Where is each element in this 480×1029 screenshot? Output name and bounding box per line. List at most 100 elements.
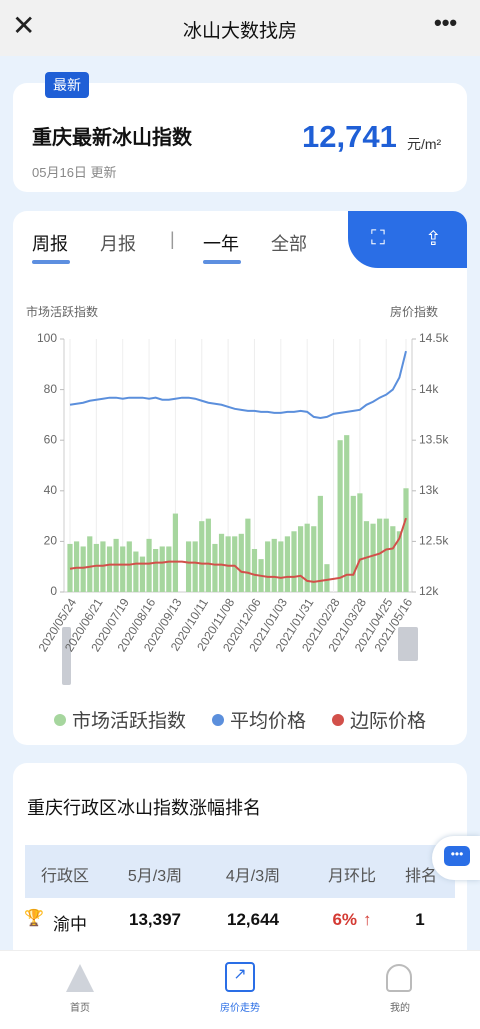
up-arrow: ↑ bbox=[363, 910, 372, 929]
bar bbox=[232, 536, 238, 592]
bar bbox=[344, 435, 350, 592]
y-tick-label: 40 bbox=[44, 483, 58, 497]
bar bbox=[218, 533, 225, 592]
y-tick-label: 0 bbox=[50, 584, 57, 598]
bar bbox=[403, 488, 409, 592]
y2-tick-label: 14.5k bbox=[419, 331, 449, 345]
nav-item[interactable]: 我的 bbox=[390, 1003, 410, 1014]
bar bbox=[324, 564, 330, 592]
table-cell: 12,644 bbox=[227, 910, 279, 929]
bar bbox=[350, 495, 356, 592]
bar bbox=[337, 440, 343, 592]
trend-icon: ↗ bbox=[225, 962, 255, 992]
table-cell: 1 bbox=[415, 910, 425, 929]
bar bbox=[93, 543, 99, 592]
column-header: 5月/3周 bbox=[127, 868, 183, 885]
bar bbox=[265, 541, 271, 592]
bar bbox=[245, 518, 251, 592]
table-cell: 13,397 bbox=[129, 910, 181, 929]
nav-item[interactable]: 首页 bbox=[70, 1003, 90, 1014]
tab[interactable]: 周报 bbox=[32, 234, 68, 254]
bar bbox=[212, 543, 218, 592]
chart-card bbox=[13, 211, 467, 745]
range-handle[interactable] bbox=[398, 627, 418, 661]
tab-indicator bbox=[32, 260, 70, 264]
tab[interactable]: 全部 bbox=[271, 234, 307, 254]
bar bbox=[192, 541, 198, 592]
bar bbox=[311, 526, 317, 592]
bar bbox=[225, 536, 231, 592]
y2-tick-label: 13k bbox=[419, 483, 439, 497]
column-header: 月环比 bbox=[327, 868, 376, 885]
badge: 最新 bbox=[45, 72, 89, 98]
legend-dot bbox=[332, 713, 344, 726]
bar bbox=[199, 521, 205, 592]
bar bbox=[159, 546, 165, 592]
y-axis-title: 市场活跃指数 bbox=[26, 304, 98, 319]
y2-tick-label: 12k bbox=[419, 584, 439, 598]
chat-button[interactable]: ••• bbox=[432, 836, 480, 880]
bar bbox=[383, 518, 389, 592]
bar bbox=[172, 513, 179, 592]
line bbox=[69, 350, 407, 419]
legend-item[interactable]: 市场活跃指数 bbox=[53, 706, 186, 733]
legend-dot bbox=[53, 713, 66, 726]
bar bbox=[238, 533, 244, 592]
y2-axis-title: 房价指数 bbox=[390, 304, 438, 319]
bar bbox=[317, 495, 323, 592]
profile-icon bbox=[386, 964, 412, 992]
bar bbox=[297, 526, 304, 592]
tab-indicator bbox=[203, 260, 241, 264]
nav-item[interactable]: 房价走势 bbox=[220, 1003, 260, 1014]
tab[interactable]: 月报 bbox=[100, 234, 136, 254]
table-cell: 渝中 bbox=[53, 915, 87, 934]
legend: 市场活跃指数 平均价格 边际价格 bbox=[0, 706, 480, 733]
bar bbox=[377, 518, 383, 592]
close-button[interactable]: ✕ bbox=[12, 10, 36, 41]
top-bar bbox=[0, 0, 480, 56]
bar bbox=[185, 541, 192, 592]
y-tick-label: 100 bbox=[37, 331, 57, 345]
index-value: 12,741 bbox=[302, 119, 397, 154]
more-button[interactable]: ••• bbox=[434, 10, 458, 35]
bar bbox=[396, 531, 403, 592]
legend-dot bbox=[211, 713, 224, 726]
table-cell: 6% ↑ bbox=[332, 910, 372, 929]
column-header: 排名 bbox=[405, 868, 438, 885]
y-tick-label: 60 bbox=[44, 432, 58, 446]
bar bbox=[73, 541, 80, 592]
bar bbox=[80, 546, 86, 592]
bar bbox=[106, 546, 113, 592]
legend-item[interactable]: 平均价格 bbox=[211, 706, 306, 733]
bar bbox=[126, 541, 132, 592]
bar bbox=[205, 518, 211, 592]
table-header bbox=[25, 845, 455, 898]
column-header: 4月/3周 bbox=[225, 868, 281, 885]
summary-title: 重庆最新冰山指数 bbox=[32, 127, 192, 149]
bar bbox=[153, 548, 159, 592]
action-panel bbox=[348, 211, 467, 268]
summary-card bbox=[13, 83, 467, 192]
y2-tick-label: 12.5k bbox=[419, 534, 449, 548]
divider: | bbox=[170, 229, 175, 249]
bar bbox=[251, 548, 258, 592]
bar bbox=[146, 538, 152, 592]
range-handle[interactable] bbox=[62, 627, 71, 685]
column-header: 行政区 bbox=[40, 868, 89, 885]
chart: 市场活跃指数 房价指数 0 20 40 60 80 100 12k 12.5k 13k 13.5k… bbox=[26, 304, 449, 685]
bar bbox=[133, 551, 139, 592]
page-title: 冰山大数找房 bbox=[182, 21, 297, 42]
y2-tick-label: 13.5k bbox=[419, 432, 449, 446]
bar bbox=[87, 536, 93, 592]
tab[interactable]: 一年 bbox=[203, 234, 239, 254]
y-tick-label: 20 bbox=[44, 534, 58, 548]
legend-item[interactable]: 边际价格 bbox=[332, 706, 426, 733]
trophy-icon: 🏆 bbox=[24, 910, 44, 927]
fullscreen-button[interactable]: ⛶ bbox=[371, 227, 385, 249]
bar bbox=[291, 531, 297, 592]
legend-label: 边际价格 bbox=[350, 711, 427, 732]
bar bbox=[139, 556, 146, 592]
updated: 05月16日 更新 bbox=[32, 165, 117, 180]
share-button[interactable]: ⇪ bbox=[425, 228, 442, 250]
